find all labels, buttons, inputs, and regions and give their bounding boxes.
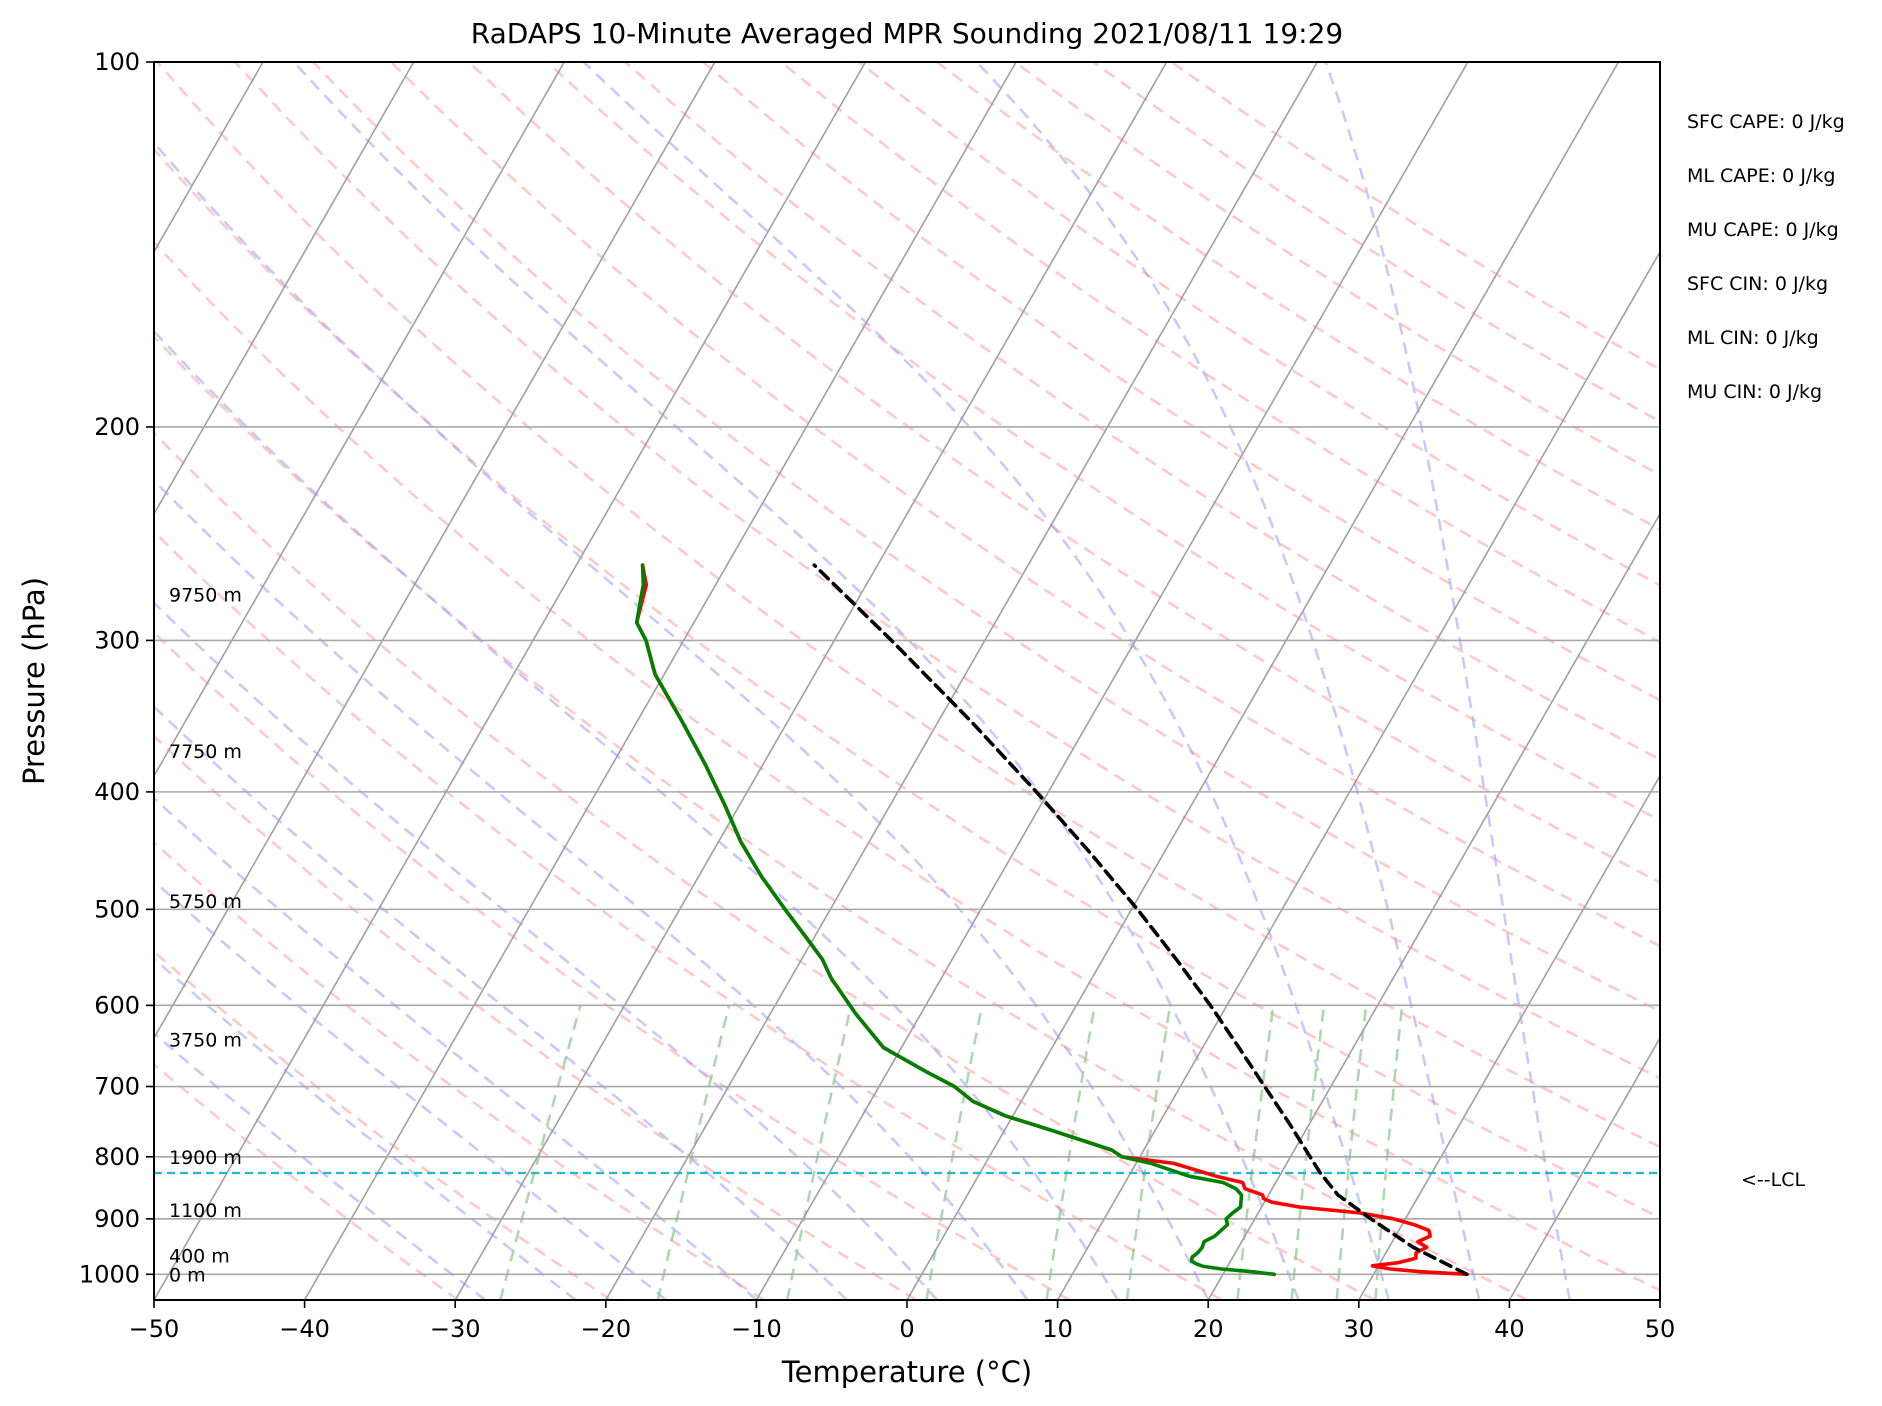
height-label: 0 m [169,1264,206,1286]
dry-adiabat-line [154,734,918,1300]
y-tick-label: 300 [94,626,140,654]
isotherm-line [605,62,1318,1300]
y-tick-label: 200 [94,413,140,441]
dry-adiabat-line [154,631,1071,1300]
y-tick-label: 900 [94,1205,140,1233]
y-tick-label: 700 [94,1073,140,1101]
height-label: 1900 m [169,1147,242,1169]
moist-adiabat-line [154,957,577,1300]
y-axis-ticks: 100 200 300 400 500 600 700 800 900 1000 [79,48,154,1288]
isotherm-line [1207,512,1660,1300]
stability-index-label: ML CIN: 0 J/kg [1687,327,1819,349]
x-tick-label: −20 [580,1315,631,1343]
x-tick-label: −10 [731,1315,782,1343]
dry-adiabat-line [390,62,1660,948]
stability-index-label: MU CIN: 0 J/kg [1687,381,1822,403]
moist-adiabat-line [154,141,1210,1300]
isotherm-line [755,62,1469,1300]
parcel-profile-line [812,563,1469,1277]
mixing-ratio-line [1335,1005,1368,1300]
dry-adiabat-line [156,62,1660,1149]
dry-adiabat-line [154,530,1223,1300]
lcl-label: <--LCL [1741,1169,1805,1191]
stability-index-label: ML CAPE: 0 J/kg [1687,165,1835,187]
x-tick-label: 20 [1193,1315,1224,1343]
x-tick-label: 0 [899,1315,914,1343]
dry-adiabat-line [468,62,1660,884]
y-tick-label: 400 [94,778,140,806]
y-tick-label: 1000 [79,1260,140,1288]
isotherm-line [1358,774,1660,1300]
isotherm-line [154,62,565,778]
moist-adiabat-line [975,62,1481,1300]
moist-adiabat-line [154,796,758,1300]
isotherm-line [454,62,1168,1300]
moist-adiabat-line [154,1031,487,1300]
x-tick-label: 40 [1494,1315,1525,1343]
moist-adiabat-line [154,705,848,1300]
stability-index-label: SFC CIN: 0 J/kg [1687,273,1828,295]
moist-adiabat-line [154,879,667,1300]
height-labels: 9750 m 7750 m 5750 m 3750 m 1900 m 1100 m 400 … [169,585,242,1287]
x-tick-label: −50 [129,1315,180,1343]
y-tick-label: 800 [94,1143,140,1171]
x-tick-label: −40 [279,1315,330,1343]
isotherm-line [154,62,415,516]
moist-adiabat-line [292,62,1300,1300]
moist-adiabat-line [1324,62,1571,1300]
isotherm-line [154,62,867,1300]
moist-adiabat-line [154,329,1119,1300]
x-axis-ticks: −50 −40 −30 −20 −10 0 10 20 30 40 50 [129,1300,1676,1343]
y-tick-label: 600 [94,991,140,1019]
isotherm-line [154,62,716,1040]
stability-index-label: MU CAPE: 0 J/kg [1687,219,1839,241]
x-axis-label: Temperature (°C) [781,1355,1032,1389]
y-axis-label: Pressure (hPa) [17,577,51,785]
x-tick-label: 50 [1645,1315,1676,1343]
isotherm-line [1508,1036,1660,1300]
dry-adiabat-line [154,950,612,1300]
x-tick-label: 30 [1344,1315,1375,1343]
sounding-series [634,563,1469,1277]
isobars [154,62,1660,1276]
height-label: 1100 m [169,1200,242,1222]
isotherm-line [906,62,1620,1300]
y-tick-label: 500 [94,895,140,923]
dry-adiabat-line [154,147,1660,1220]
height-label: 9750 m [169,585,242,607]
dry-adiabat-line [702,62,1660,702]
moist-adiabat-line [154,478,1029,1300]
height-label: 3750 m [169,1029,242,1051]
mixing-ratio-line [785,1005,853,1300]
stability-indices: SFC CAPE: 0 J/kg ML CAPE: 0 J/kg MU CAPE: … [1687,111,1845,403]
moist-adiabat-line [154,601,939,1300]
y-tick-label: 100 [94,48,140,76]
height-label: 7750 m [169,741,242,763]
height-label: 400 m [169,1246,230,1268]
dry-adiabat-line [780,62,1660,644]
stability-index-label: SFC CAPE: 0 J/kg [1687,111,1845,133]
dry-adiabat-line [154,1062,460,1300]
dewpoint-profile-line [634,563,1276,1277]
x-tick-label: 10 [1042,1315,1073,1343]
dry-adiabat-line [154,840,765,1300]
isotherm-line [1056,250,1660,1300]
height-label: 5750 m [169,891,242,913]
mixing-ratio-line [1374,1005,1404,1300]
x-tick-label: −30 [430,1315,481,1343]
chart-title: RaDAPS 10-Minute Averaged MPR Sounding 2… [471,17,1343,50]
